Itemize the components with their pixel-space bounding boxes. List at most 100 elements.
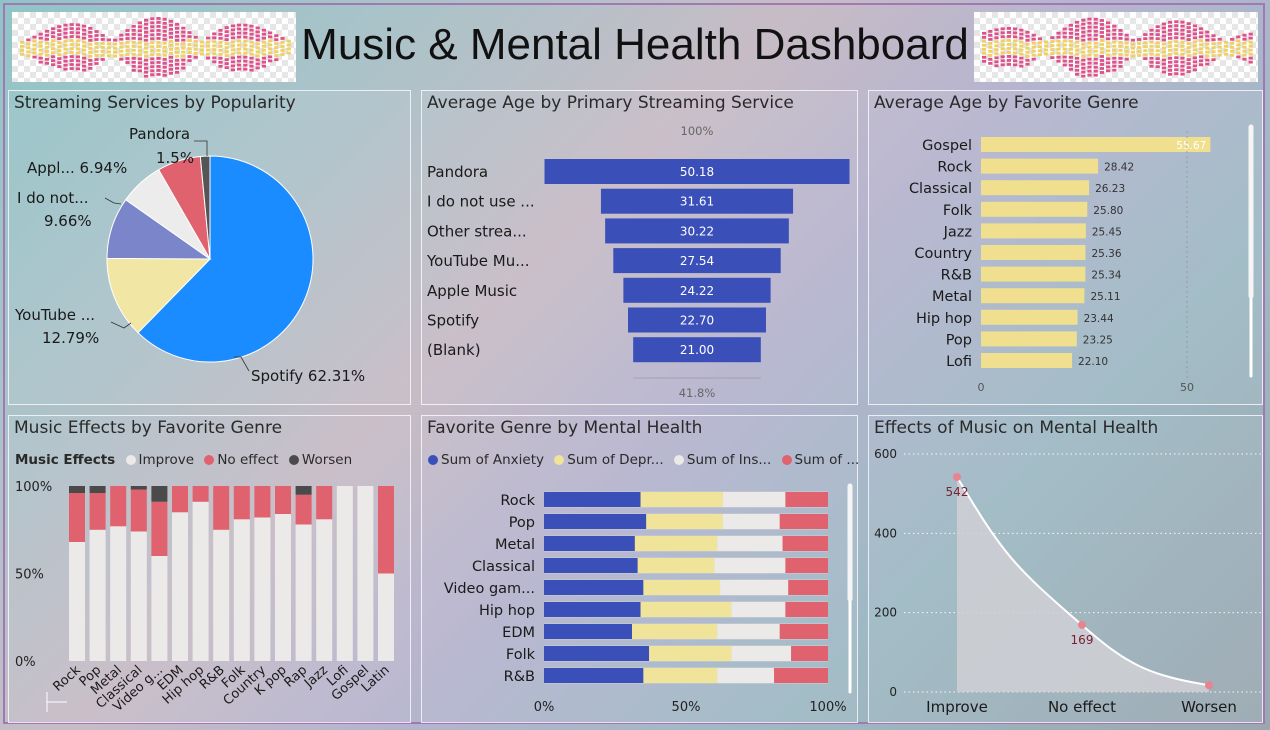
stacked-column-segment <box>130 489 147 532</box>
wave-dot <box>243 27 248 31</box>
wave-dot <box>994 32 999 36</box>
wave-dot <box>1068 51 1073 55</box>
wave-dot <box>1019 56 1024 60</box>
wave-dot <box>1025 42 1030 46</box>
wave-dot <box>199 48 204 52</box>
legend-item[interactable]: Sum of Anxiety <box>441 452 544 468</box>
wave-dot <box>1099 67 1104 70</box>
panel-streaming-services[interactable]: Streaming Services by Popularity Spotify… <box>8 90 411 405</box>
funnel-category-label: Apple Music <box>427 282 517 300</box>
legend-item[interactable]: No effect <box>217 452 279 468</box>
stacked-bar-segment <box>717 668 775 683</box>
wave-dot <box>1174 28 1179 32</box>
legend-item[interactable]: Sum of ... <box>794 452 860 468</box>
stacked-bar-chart[interactable]: Rock Pop Metal Classical Video gam... Hip hop… <box>422 416 859 724</box>
stacked-bar-segment <box>544 602 641 617</box>
wave-dot <box>1155 45 1160 49</box>
wave-dot <box>1223 40 1228 44</box>
wave-dot <box>63 67 68 71</box>
wave-dot <box>75 31 80 35</box>
wave-dot <box>181 38 186 42</box>
wave-dot <box>1099 63 1104 66</box>
wave-dot <box>1087 61 1092 65</box>
wave-dot <box>1062 27 1067 31</box>
legend-item[interactable]: Improve <box>138 452 195 468</box>
wave-dot <box>237 59 242 63</box>
wave-dot <box>137 69 142 73</box>
wave-dot <box>168 31 173 35</box>
wave-dot <box>1168 68 1173 72</box>
wave-dot <box>1242 49 1247 53</box>
wave-dot <box>1161 58 1166 62</box>
wave-dot <box>224 30 229 34</box>
wave-dot <box>237 31 242 35</box>
wave-dot <box>181 58 186 62</box>
wave-dot <box>82 60 87 64</box>
wave-dot <box>268 39 273 43</box>
wave-dot <box>69 27 74 30</box>
axis-tick-label: 400 <box>874 526 897 540</box>
legend-item[interactable]: Sum of Depr... <box>567 452 664 468</box>
wave-dot <box>1168 52 1173 56</box>
wave-dot <box>1112 28 1117 32</box>
wave-dot <box>1112 40 1117 44</box>
wave-dot <box>1180 48 1185 52</box>
wave-dot <box>106 46 111 50</box>
legend-item[interactable]: Sum of Ins... <box>686 452 772 468</box>
wave-dot <box>224 62 229 66</box>
stacked-bar-segment <box>785 602 828 617</box>
panel-age-by-service[interactable]: Average Age by Primary Streaming Service… <box>421 90 858 405</box>
wave-dot <box>88 46 93 50</box>
wave-dot <box>94 46 99 49</box>
wave-dot <box>1161 22 1166 26</box>
wave-dot <box>100 54 105 57</box>
wave-dot <box>1174 44 1179 48</box>
wave-dot <box>274 34 279 38</box>
funnel-bar <box>600 188 794 214</box>
wave-dot <box>187 43 192 46</box>
pie-label-none: I do not... <box>17 189 89 207</box>
stacked-bar-segment <box>791 646 828 661</box>
wave-dot <box>144 22 149 26</box>
wave-dot <box>994 64 999 68</box>
wave-dot <box>1223 48 1228 52</box>
wave-dot <box>1143 57 1148 61</box>
stacked-bar-segment <box>544 536 635 551</box>
wave-dot <box>1211 42 1216 46</box>
wave-dot <box>261 56 266 60</box>
wave-dot <box>1000 39 1005 43</box>
panel-effects-on-mental-health[interactable]: Effects of Music on Mental Health 600 400… <box>868 415 1263 723</box>
wave-dot <box>1112 68 1117 72</box>
legend-item[interactable]: Worsen <box>301 452 353 468</box>
panel-genre-by-mental-health[interactable]: Favorite Genre by Mental Health Sum of A… <box>421 415 860 724</box>
wave-dot <box>162 49 167 53</box>
area-chart[interactable]: 600 400 200 0 542 169 Improve No effect Worsen <box>869 416 1264 724</box>
funnel-value-label: 24.22 <box>680 284 714 298</box>
wave-dot <box>261 40 266 44</box>
wave-dot <box>261 64 266 68</box>
wave-dot <box>243 39 248 43</box>
bar-chart[interactable]: 55.67 Gospel 28.42 Rock 26.23 Classical 25.80 F… <box>869 91 1264 406</box>
wave-dot <box>82 36 87 40</box>
pie-chart[interactable]: Spotify 62.31% YouTube ... 12.79% I do not.… <box>9 91 412 406</box>
panel-effects-by-genre[interactable]: Music Effects by Favorite Genre Music Ef… <box>8 415 411 723</box>
panel-age-by-genre[interactable]: Average Age by Favorite Genre 55.67 Gospe… <box>868 90 1263 405</box>
wave-dot <box>181 54 186 58</box>
wave-dot <box>1106 65 1111 69</box>
wave-dot <box>44 45 49 49</box>
funnel-chart[interactable]: 100% 41.8% 50.18 Pandora 31.61 I do not use .… <box>422 91 859 406</box>
wave-dot <box>1180 56 1185 60</box>
wave-dot <box>1000 59 1005 63</box>
wave-dot <box>1118 60 1123 64</box>
legend-dot-icon <box>125 455 136 465</box>
wave-dot <box>144 42 149 46</box>
wave-dot <box>1025 34 1030 38</box>
wave-dot <box>243 51 248 55</box>
wave-dot <box>1130 50 1135 54</box>
wave-dot <box>162 29 167 33</box>
wave-dot <box>237 55 242 59</box>
wave-dot <box>150 49 155 53</box>
wave-dot <box>168 63 173 67</box>
wave-dot <box>168 19 173 23</box>
